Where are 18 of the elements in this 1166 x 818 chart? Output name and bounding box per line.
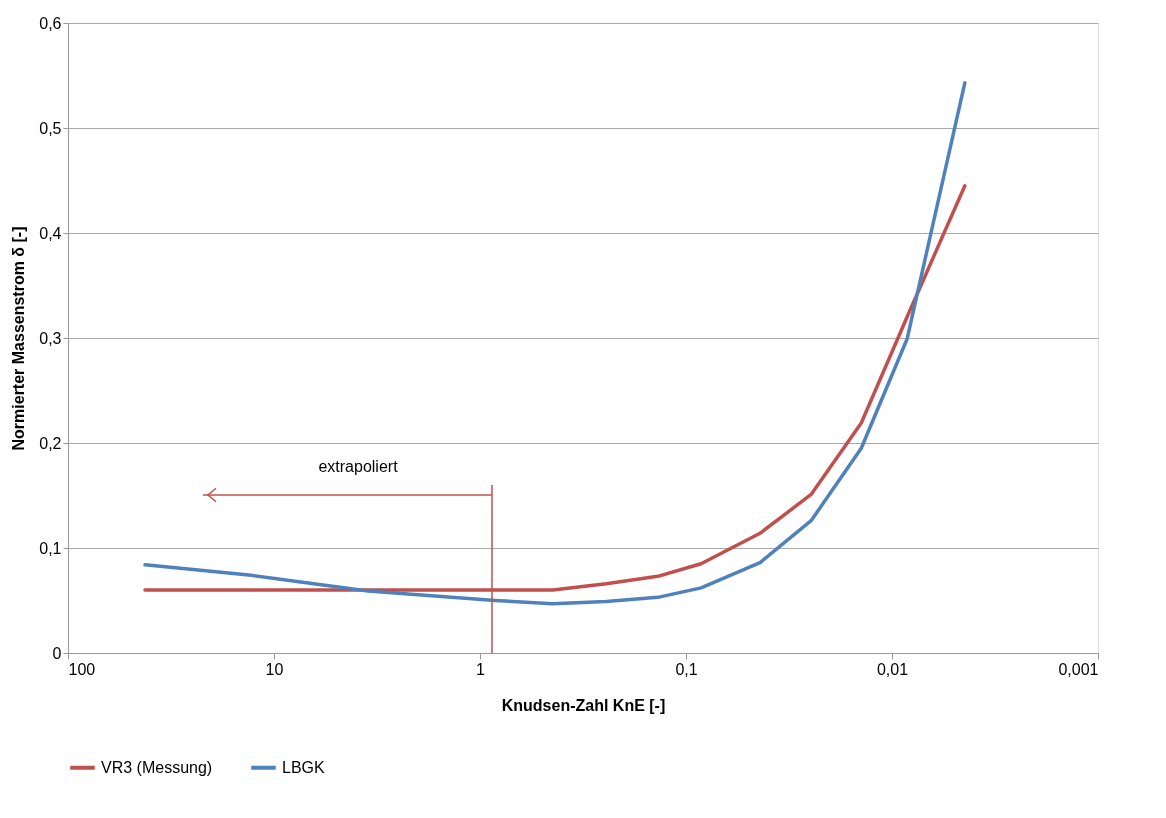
legend-label: VR3 (Messung) (101, 758, 213, 776)
x-tick-label: 1 (476, 660, 486, 678)
legend-label: LBGK (282, 758, 326, 776)
y-tick-label: 0,2 (39, 434, 62, 452)
annotation: extrapoliert (318, 458, 399, 475)
y-axis-title: Normierter Massenstrom δ [-] (10, 226, 28, 451)
y-tick-label: 0 (52, 644, 62, 662)
x-tick-label: 100 (68, 660, 96, 678)
y-tick-label: 0,6 (39, 14, 62, 32)
y-tick-label: 0,5 (39, 119, 62, 137)
x-tick-label: 10 (265, 660, 284, 678)
x-tick-label: 0,1 (675, 660, 698, 678)
y-tick-label: 0,1 (39, 539, 62, 557)
x-tick-label: 0,001 (1058, 660, 1099, 678)
y-tick-label: 0,3 (39, 329, 62, 347)
y-tick-label: 0,4 (39, 224, 62, 242)
x-axis-title: Knudsen-Zahl KnE [-] (501, 696, 666, 714)
x-tick-label: 0,01 (876, 660, 909, 678)
